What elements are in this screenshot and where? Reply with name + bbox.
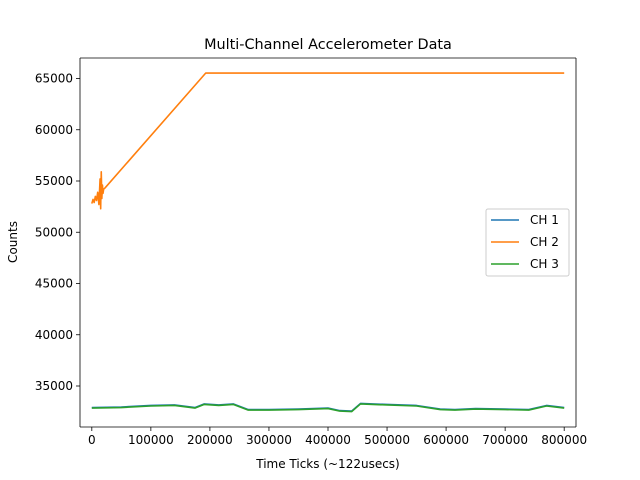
series-line-2 bbox=[91, 72, 565, 210]
legend-label-3: CH 3 bbox=[530, 257, 559, 271]
series-line-3 bbox=[91, 403, 565, 413]
x-tick-label: 500000 bbox=[364, 433, 410, 447]
x-tick-label: 700000 bbox=[482, 433, 528, 447]
y-axis-title: Counts bbox=[6, 221, 20, 263]
y-tick-label: 35000 bbox=[35, 379, 73, 393]
legend-box bbox=[485, 208, 570, 277]
chart-title: Multi-Channel Accelerometer Data bbox=[204, 37, 452, 53]
x-tick-label: 0 bbox=[88, 433, 96, 447]
y-tick-label: 65000 bbox=[35, 72, 73, 86]
x-axis-title: Time Ticks (~122usecs) bbox=[255, 457, 400, 471]
x-tick-label: 600000 bbox=[423, 433, 469, 447]
legend: CH 1 CH 2 CH 3 bbox=[485, 208, 570, 277]
series-group bbox=[91, 72, 565, 413]
axes-frame bbox=[79, 57, 577, 428]
x-tick-label: 800000 bbox=[541, 433, 587, 447]
y-tick-label: 60000 bbox=[35, 123, 73, 137]
legend-label-1: CH 1 bbox=[530, 213, 559, 227]
x-tick-label: 300000 bbox=[246, 433, 292, 447]
x-tick-label: 200000 bbox=[187, 433, 233, 447]
x-tick-label: 400000 bbox=[305, 433, 351, 447]
y-tick-label: 40000 bbox=[35, 328, 73, 342]
y-tick-label: 55000 bbox=[35, 174, 73, 188]
y-axis-ticks: 35000 40000 45000 50000 55000 60000 65000 bbox=[35, 72, 80, 393]
x-axis-ticks: 0 100000 200000 300000 400000 500000 600000 700… bbox=[88, 427, 587, 447]
legend-label-2: CH 2 bbox=[530, 235, 559, 249]
y-tick-label: 45000 bbox=[35, 277, 73, 291]
x-tick-label: 100000 bbox=[128, 433, 174, 447]
y-tick-label: 50000 bbox=[35, 225, 73, 239]
